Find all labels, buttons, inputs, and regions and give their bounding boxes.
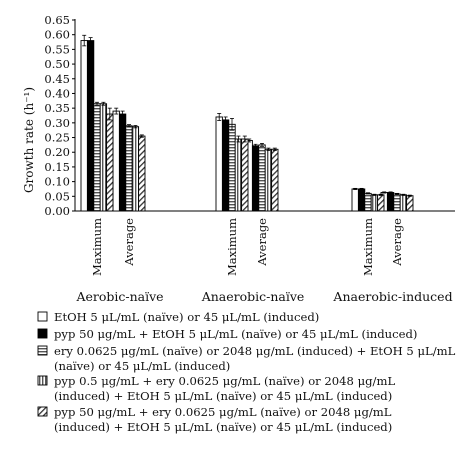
bar [215, 116, 223, 212]
y-axis-label: Growth rate (h⁻¹) [22, 87, 36, 193]
x-tick-label: Maximum [90, 218, 104, 276]
legend-entry: pyp 50 μg/mL + EtOH 5 μL/mL (naïve) or 4… [54, 327, 417, 341]
y-tick-label: 0.15 [44, 160, 70, 174]
y-tick-label: 0.55 [44, 42, 70, 56]
bar [264, 148, 273, 212]
group-labels: Aerobic-naïve Anaerobic-naïve Anaerobic-in… [75, 289, 452, 304]
y-tick-label: 0.65 [44, 13, 70, 27]
bar [80, 40, 88, 212]
y-tick-label: 0.05 [44, 189, 70, 203]
legend-entry: pyp 50 μg/mL + ery 0.0625 μg/mL (naïve) … [54, 405, 392, 419]
bars [75, 34, 455, 212]
bar [99, 103, 108, 212]
legend-entry: (naïve) or 45 μL/mL (induced) [54, 359, 230, 373]
bar [138, 135, 146, 212]
group-label: Anaerobic-naïve [201, 289, 305, 304]
bar [118, 113, 127, 212]
y-tick-label: 0.00 [44, 204, 70, 218]
legend-entry: ery 0.0625 μg/mL (naïve) or 2048 μg/mL (… [54, 344, 456, 358]
legend-swatch [37, 328, 48, 339]
bar [406, 195, 414, 212]
bar [251, 145, 260, 212]
x-tick-label: Maximum [361, 218, 375, 276]
y-tick-label: 0.10 [44, 175, 70, 189]
legend-swatch [37, 375, 48, 386]
x-tick-label: Average [255, 218, 269, 267]
legend-entry: (induced) + EtOH 5 μL/mL (naïve) or 45 μ… [54, 420, 392, 434]
legend-swatch [37, 406, 48, 417]
bar [393, 193, 401, 212]
y-tick-label: 0.45 [44, 72, 70, 86]
bar [364, 192, 372, 212]
legend: EtOH 5 μL/mL (naïve) or 45 μL/mL (induce… [37, 310, 456, 434]
bar [241, 138, 249, 212]
y-tick-label: 0.35 [44, 101, 70, 115]
bar [112, 110, 120, 212]
bar [386, 192, 395, 212]
legend-entry: EtOH 5 μL/mL (naïve) or 45 μL/mL (induce… [54, 310, 319, 324]
bar [234, 138, 243, 212]
legend-swatch [37, 311, 48, 322]
legend-entry: (induced) + EtOH 5 μL/mL (naïve) or 45 μ… [54, 389, 392, 403]
bar [106, 113, 114, 212]
legend-swatch [37, 345, 48, 356]
y-tick-label: 0.25 [44, 131, 70, 145]
bar [228, 123, 236, 212]
bar [221, 119, 230, 212]
y-tick-label: 0.40 [44, 86, 70, 100]
x-tick-label: Maximum [225, 218, 239, 276]
y-tick-label: 0.20 [44, 145, 70, 159]
bar [357, 188, 366, 212]
bar [93, 103, 101, 212]
bar [377, 194, 385, 212]
x-tick-label: Average [122, 218, 136, 267]
x-tick-label: Average [390, 218, 404, 267]
bar [271, 148, 279, 212]
bar [351, 188, 359, 212]
bar [370, 194, 379, 212]
bar [125, 125, 133, 212]
bar [399, 194, 408, 212]
group-label: Aerobic-naïve [75, 289, 163, 304]
category-labels: Maximum Average Maximum Average Maximum Avera… [90, 218, 404, 276]
group-label: Anaerobic-induced [332, 289, 452, 304]
y-tick-label: 0.30 [44, 116, 70, 130]
bar [131, 126, 140, 212]
legend-entry: pyp 0.5 μg/mL + ery 0.0625 μg/mL (naïve)… [54, 374, 395, 388]
y-axis: Growth rate (h⁻¹) 0.000.050.100.150.200.… [22, 13, 76, 218]
bar [258, 144, 266, 212]
y-tick-label: 0.60 [44, 28, 70, 42]
y-tick-label: 0.50 [44, 57, 70, 71]
bar [86, 40, 95, 212]
